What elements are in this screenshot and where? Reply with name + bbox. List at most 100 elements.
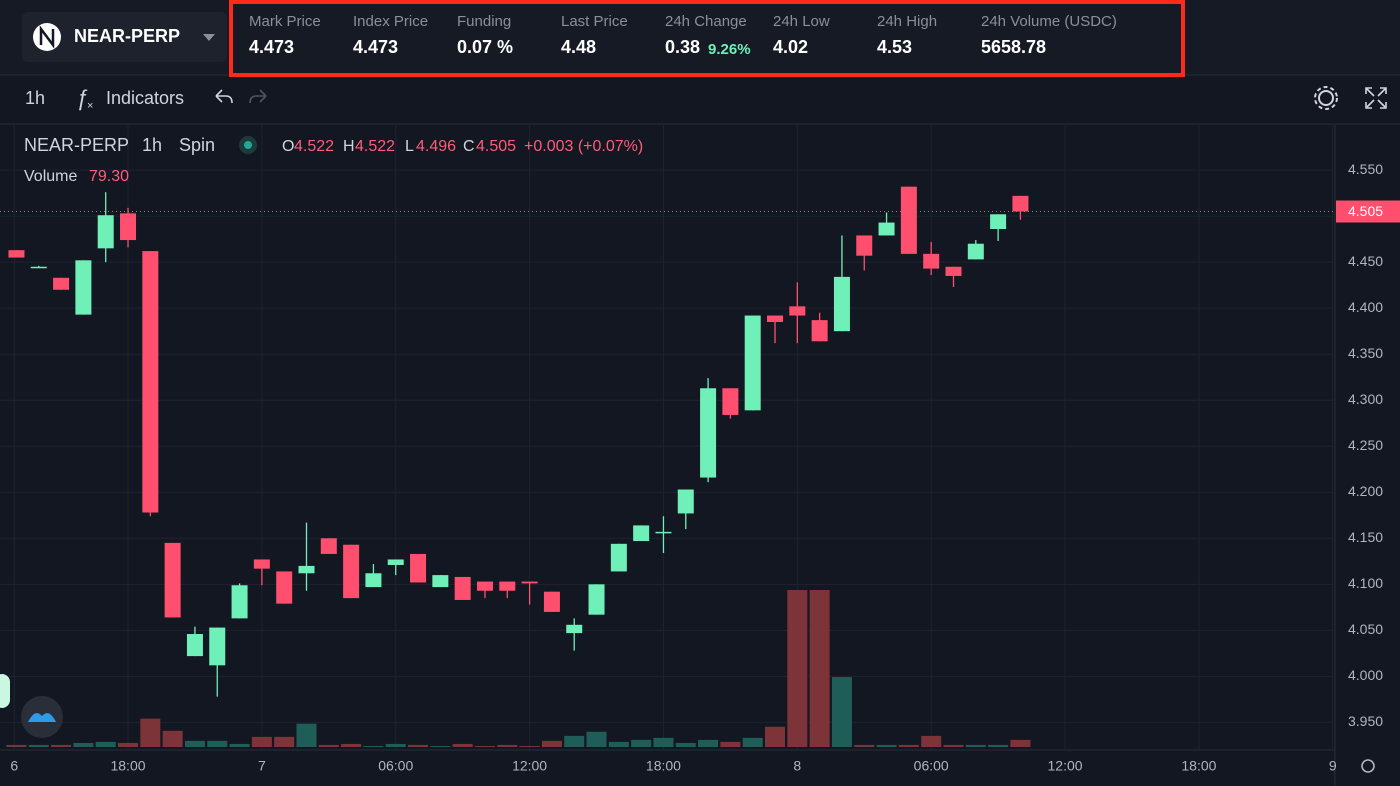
x-tick-label: 12:00 (1048, 758, 1083, 774)
x-tick-label: 12:00 (512, 758, 547, 774)
indicators-button[interactable]: Indicators (106, 88, 184, 108)
interval-button[interactable]: 1h (25, 88, 45, 108)
stat-label: 24h Volume (USDC) (981, 13, 1117, 30)
y-tick-label: 4.550 (1348, 161, 1383, 177)
x-tick-label: 7 (258, 758, 266, 774)
y-tick-label: 3.950 (1348, 713, 1383, 729)
stat-label: Mark Price (249, 13, 321, 30)
y-tick-label: 4.300 (1348, 391, 1383, 407)
candle-body (231, 585, 248, 619)
x-tick-label: 8 (793, 758, 801, 774)
y-tick-label: 4.100 (1348, 575, 1383, 591)
volume-bar (765, 726, 786, 747)
price-marker-box (1336, 200, 1400, 223)
volume-bar (675, 742, 696, 747)
candle-body (566, 624, 583, 634)
volume-bar (73, 742, 94, 747)
candle-body (320, 538, 337, 554)
candle-body (521, 581, 538, 584)
legend-o: 4.522 (294, 138, 334, 155)
volume-bar (318, 744, 339, 747)
candle-body (1012, 195, 1029, 212)
fullscreen-button[interactable] (1365, 87, 1387, 109)
x-tick-label: 06:00 (914, 758, 949, 774)
settings-button[interactable] (1318, 90, 1334, 106)
highlight-box (229, 0, 1185, 77)
volume-bar (720, 741, 741, 747)
volume-label: Volume (24, 168, 77, 185)
candle-body (722, 388, 739, 415)
volume-bar (742, 737, 763, 747)
candle-body (410, 553, 427, 583)
volume-bar (921, 735, 942, 747)
y-tick-label: 4.450 (1348, 253, 1383, 269)
candle-body (588, 584, 605, 615)
volume-bar (184, 740, 205, 747)
candle-body (633, 525, 650, 542)
legend-h: 4.522 (355, 138, 395, 155)
volume-bar (118, 742, 139, 747)
y-tick-label: 4.050 (1348, 621, 1383, 637)
x-tick-label: 9 (1329, 758, 1337, 774)
stat-value: 4.473 (353, 37, 398, 57)
stat-label: Index Price (353, 13, 428, 30)
candle-body (53, 277, 70, 290)
volume-bar (876, 744, 897, 747)
candle-body (543, 591, 560, 612)
y-tick-label: 4.350 (1348, 345, 1383, 361)
symbol-selector[interactable]: NEAR-PERP (22, 12, 227, 62)
logo-glyph (39, 25, 55, 49)
legend-symbol: NEAR-PERP (24, 135, 129, 155)
redo-button[interactable] (249, 89, 267, 104)
undo-button[interactable] (215, 89, 233, 104)
x-tick-label: 18:00 (110, 758, 145, 774)
y-tick-label: 4.000 (1348, 667, 1383, 683)
volume-bar (1010, 739, 1031, 747)
candle-body (945, 266, 962, 276)
volume-bar (608, 741, 629, 747)
side-handle[interactable] (0, 674, 10, 708)
candle-body (298, 565, 315, 574)
dropdown-caret (203, 34, 215, 41)
stat-label: 24h Change (665, 13, 747, 30)
x-tick-label: 06:00 (378, 758, 413, 774)
symbol-name: NEAR-PERP (74, 26, 180, 46)
volume-bar (541, 740, 562, 747)
candle-body (900, 186, 917, 254)
volume-bar (229, 743, 250, 747)
candle-body (811, 320, 828, 342)
fx-icon-sub: × (87, 100, 93, 112)
price-marker-label: 4.505 (1348, 203, 1383, 219)
volume-bar (854, 744, 875, 747)
candle-body (276, 571, 293, 604)
y-tick-label: 4.250 (1348, 437, 1383, 453)
candle-body (476, 581, 493, 591)
volume-bar (207, 740, 228, 747)
symbol-button[interactable] (22, 12, 227, 62)
chart: 3.950 4.000 4.050 4.100 4.150 4.200 4.250 4.300… (0, 125, 1400, 786)
volume-bar (564, 735, 585, 747)
candle-body (878, 222, 895, 236)
volume-bar (95, 741, 116, 747)
stat-value: 0.38 (665, 37, 700, 57)
volume-bar (497, 744, 518, 747)
legend-interval: 1h (142, 135, 162, 155)
x-tick-label: 6 (10, 758, 18, 774)
candle-body (30, 266, 47, 269)
legend-change: +0.003 (+0.07%) (524, 138, 643, 155)
volume-bar (965, 744, 986, 747)
settings-gear (1314, 86, 1338, 110)
candle-body (75, 260, 92, 315)
stat-value: 4.48 (561, 37, 596, 57)
volume-bar (809, 590, 830, 747)
stat-label: Last Price (561, 13, 628, 30)
axis-settings[interactable] (1361, 759, 1375, 773)
volume-bar (430, 746, 451, 747)
candle-body (499, 581, 516, 591)
volume-bar (251, 736, 272, 747)
fx-icon[interactable]: ƒ (76, 85, 88, 110)
volume-bar (385, 743, 406, 747)
stat-value: 0.07 % (457, 37, 513, 57)
